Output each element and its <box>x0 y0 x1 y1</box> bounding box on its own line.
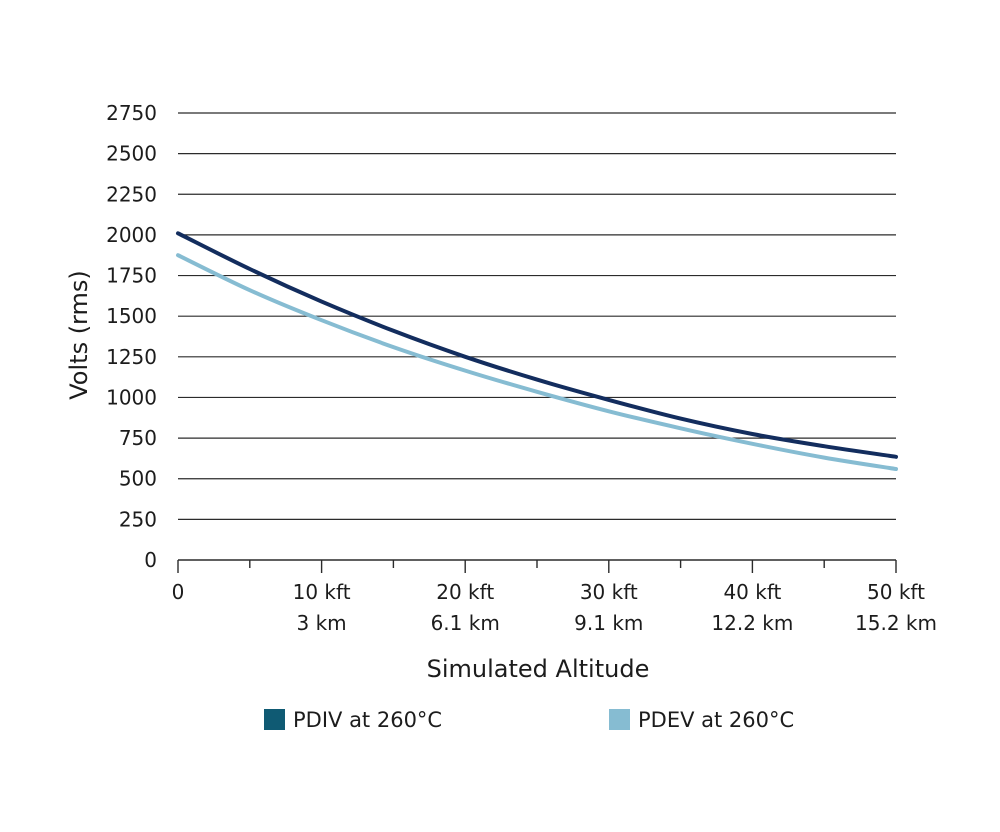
x-tick-sublabel: 15.2 km <box>855 611 937 635</box>
x-tick-sublabel: 6.1 km <box>431 611 500 635</box>
y-tick-label: 2750 <box>106 101 157 125</box>
y-tick-label: 2500 <box>106 142 157 166</box>
x-axis <box>177 559 897 573</box>
series-line-pdev <box>176 253 898 471</box>
gridlines <box>178 112 896 520</box>
y-tick-label: 750 <box>119 426 157 450</box>
x-axis-tick-labels: 0 10 kft 3 km 20 kft 6.1 km 30 kft 9.1 km 40 kf… <box>172 580 937 635</box>
y-tick-label: 500 <box>119 467 157 491</box>
x-axis-title: Simulated Altitude <box>427 655 650 683</box>
series-line-pdiv <box>176 231 898 459</box>
x-tick-label: 0 <box>172 580 185 604</box>
x-tick-label: 30 kft <box>580 580 638 604</box>
x-tick-label: 20 kft <box>436 580 494 604</box>
x-tick-sublabel: 9.1 km <box>574 611 643 635</box>
legend-label-pdiv: PDIV at 260°C <box>293 708 442 732</box>
y-tick-label: 1500 <box>106 304 157 328</box>
legend-swatch-pdev <box>609 709 630 730</box>
y-axis-tick-labels: 0 250 500 750 1000 1250 1500 1750 2000 2250 2500 27… <box>106 101 157 572</box>
x-tick-sublabel: 12.2 km <box>711 611 793 635</box>
legend-label-pdev: PDEV at 260°C <box>638 708 794 732</box>
y-axis-title: Volts (rms) <box>65 270 93 400</box>
x-tick-sublabel: 3 km <box>297 611 347 635</box>
y-tick-label: 1000 <box>106 385 157 409</box>
x-tick-label: 40 kft <box>723 580 781 604</box>
x-tick-label: 10 kft <box>293 580 351 604</box>
y-tick-label: 2000 <box>106 223 157 247</box>
y-tick-label: 250 <box>119 507 157 531</box>
legend-swatch-pdiv <box>264 709 285 730</box>
legend: PDIV at 260°C PDEV at 260°C <box>264 708 794 732</box>
x-tick-label: 50 kft <box>867 580 925 604</box>
y-tick-label: 1250 <box>106 345 157 369</box>
series-lines <box>176 231 898 471</box>
y-tick-label: 2250 <box>106 182 157 206</box>
y-tick-label: 0 <box>144 548 157 572</box>
y-tick-label: 1750 <box>106 264 157 288</box>
